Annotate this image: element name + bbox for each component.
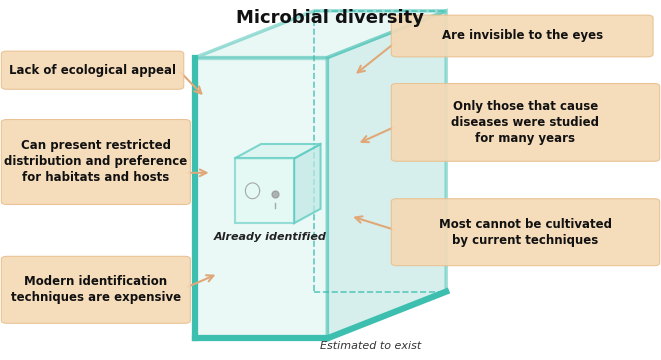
- Polygon shape: [195, 58, 327, 338]
- Text: Modern identification
techniques are expensive: Modern identification techniques are exp…: [11, 275, 181, 304]
- FancyBboxPatch shape: [391, 15, 653, 57]
- Text: Estimated to exist: Estimated to exist: [319, 341, 421, 351]
- Text: Can present restricted
distribution and preference
for habitats and hosts: Can present restricted distribution and …: [4, 139, 188, 184]
- Text: Are invisible to the eyes: Are invisible to the eyes: [442, 30, 603, 42]
- Polygon shape: [195, 11, 446, 58]
- Polygon shape: [235, 144, 321, 158]
- Text: Microbial diversity: Microbial diversity: [237, 9, 424, 27]
- Text: Only those that cause
diseases were studied
for many years: Only those that cause diseases were stud…: [451, 100, 600, 145]
- Polygon shape: [235, 158, 294, 223]
- Text: Most cannot be cultivated
by current techniques: Most cannot be cultivated by current tec…: [439, 218, 612, 247]
- FancyBboxPatch shape: [391, 84, 660, 161]
- FancyBboxPatch shape: [391, 199, 660, 266]
- FancyBboxPatch shape: [1, 120, 190, 204]
- Text: Already identified: Already identified: [214, 232, 327, 242]
- Polygon shape: [294, 144, 321, 223]
- FancyBboxPatch shape: [1, 256, 190, 323]
- FancyBboxPatch shape: [1, 51, 184, 89]
- Polygon shape: [327, 11, 446, 338]
- Text: Lack of ecological appeal: Lack of ecological appeal: [9, 64, 176, 77]
